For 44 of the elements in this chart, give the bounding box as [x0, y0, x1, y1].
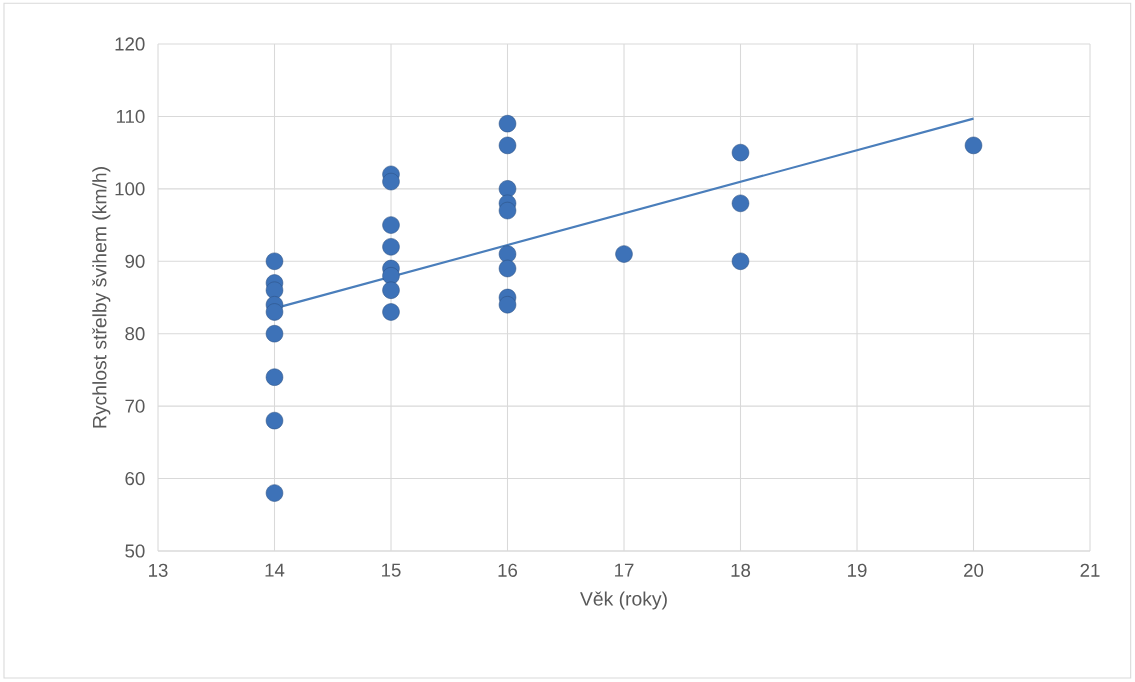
- x-tick-label: 19: [848, 563, 867, 577]
- point: [265, 484, 284, 502]
- y-tick-label: 80: [125, 327, 145, 341]
- point: [382, 303, 400, 321]
- x-axis-title: Věk (roky): [580, 591, 667, 610]
- point: [498, 259, 517, 278]
- point: [498, 136, 517, 155]
- x-tick-label: 21: [1080, 563, 1100, 577]
- point: [498, 180, 517, 198]
- x-tick-label: 17: [615, 563, 634, 577]
- point: [265, 368, 284, 386]
- point: [382, 172, 400, 191]
- y-axis-title: Rychlost střelby švihem (km/h): [92, 167, 111, 428]
- point: [615, 245, 633, 263]
- x-tick-label: 14: [265, 563, 285, 577]
- point: [265, 411, 284, 430]
- y-tick-label: 100: [115, 182, 145, 196]
- point: [265, 281, 284, 299]
- x-tick-label: 15: [382, 563, 401, 577]
- point: [265, 325, 284, 343]
- point: [731, 194, 750, 213]
- point: [382, 238, 400, 256]
- point: [382, 281, 400, 299]
- point: [382, 267, 400, 285]
- point: [731, 143, 750, 162]
- point: [498, 245, 517, 263]
- x-tick-label: 20: [964, 563, 984, 577]
- point: [265, 252, 284, 270]
- y-tick-label: 70: [125, 399, 145, 413]
- point: [498, 296, 517, 314]
- x-tick-label: 18: [731, 563, 751, 577]
- x-tick-label: 16: [498, 563, 518, 577]
- point: [498, 115, 517, 133]
- y-tick-label: 50: [125, 544, 145, 558]
- point: [382, 216, 400, 234]
- x-tick-label: 13: [149, 563, 168, 577]
- point: [498, 201, 517, 220]
- y-tick-label: 110: [116, 109, 145, 124]
- y-tick-label: 90: [125, 254, 145, 268]
- y-tick-label: 120: [115, 37, 145, 51]
- point: [964, 136, 983, 155]
- y-tick-label: 60: [125, 471, 145, 486]
- point: [265, 303, 284, 321]
- point: [731, 252, 750, 270]
